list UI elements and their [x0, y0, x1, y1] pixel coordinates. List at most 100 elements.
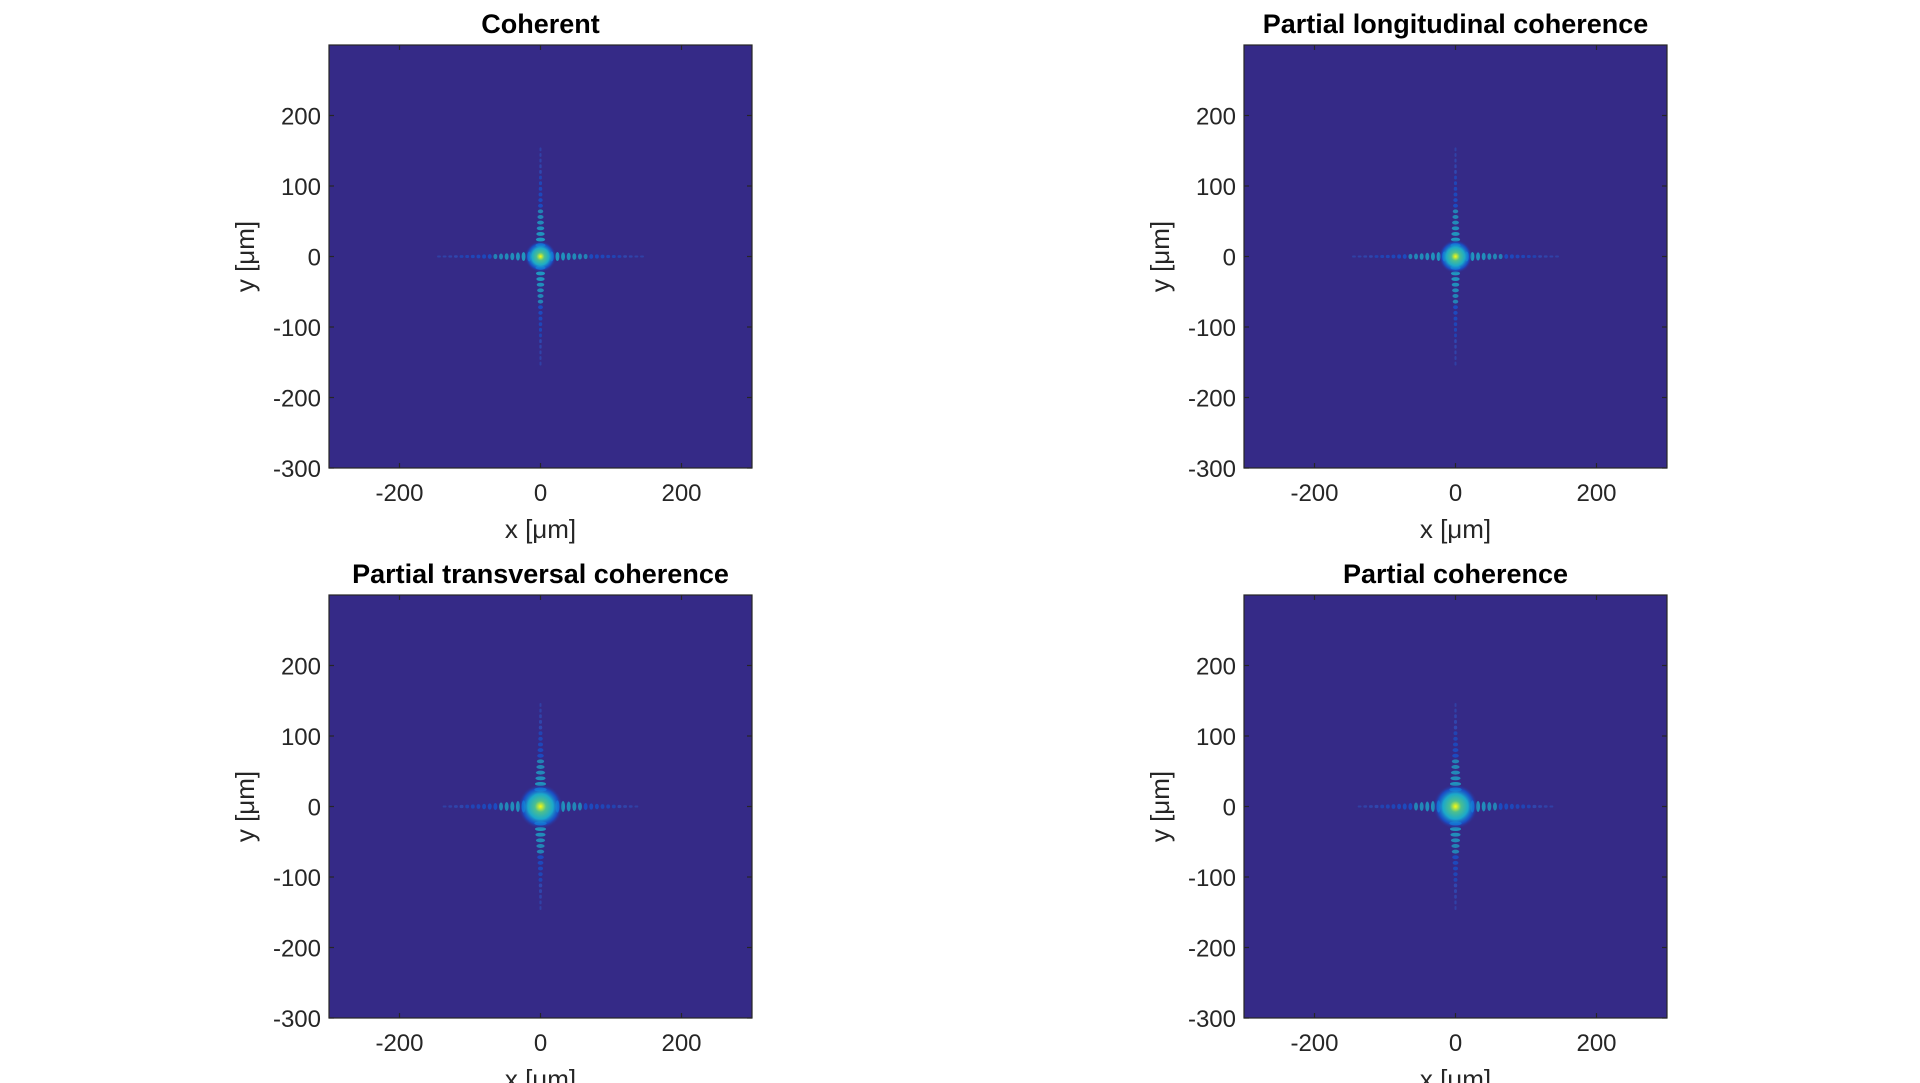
diffraction-lobe: [453, 805, 458, 808]
diffraction-lobe: [1402, 803, 1407, 810]
x-axis-label: x [μm]: [505, 514, 576, 544]
diffraction-lobe: [1453, 203, 1458, 208]
diffraction-lobe: [448, 255, 453, 258]
diffraction-lobe: [1454, 153, 1457, 157]
diffraction-lobe: [1452, 860, 1459, 865]
diffraction-lobe: [442, 255, 447, 258]
diffraction-lobe: [515, 252, 520, 261]
panel-coherent: -200 0 200 -300 -200 -100 0 100 200 Coherent x [μm…: [230, 9, 753, 544]
x-tick-label: 0: [534, 480, 547, 507]
y-tick-label: 0: [1223, 245, 1236, 272]
diffraction-lobe: [1451, 759, 1460, 764]
diffraction-lobe: [539, 350, 542, 355]
x-tick-label: 200: [1576, 1030, 1616, 1057]
diffraction-lobe: [1453, 327, 1458, 332]
diffraction-lobe: [1454, 361, 1457, 366]
diffraction-lobe: [1452, 753, 1459, 758]
diffraction-lobe: [476, 254, 481, 259]
diffraction-lobe: [634, 255, 639, 258]
diffraction-lobe: [1543, 255, 1548, 258]
diffraction-lobe: [600, 254, 605, 259]
diffraction-lobe: [1555, 255, 1559, 258]
diffraction-lobe: [538, 203, 543, 208]
diffraction-lobe: [1454, 333, 1457, 338]
diffraction-lobe: [1453, 725, 1458, 730]
diffraction-lobe: [538, 192, 543, 197]
diffraction-lobe: [476, 804, 481, 809]
diffraction-lobe: [539, 333, 542, 338]
diffraction-lobe: [1454, 158, 1457, 163]
diffraction-lobe: [1357, 255, 1362, 258]
panel-title: Partial coherence: [1343, 559, 1568, 589]
diffraction-lobe: [521, 251, 526, 262]
diffraction-lobe: [1515, 254, 1520, 259]
panel-partial-coherence: -200 0 200 -300 -200 -100 0 100 200 Partial coher…: [1145, 559, 1668, 1083]
diffraction-lobe: [538, 181, 543, 186]
diffraction-lobe: [538, 322, 543, 327]
diffraction-lobe: [1368, 255, 1373, 258]
diffraction-lobe: [1451, 765, 1460, 769]
diffraction-lobe: [1549, 255, 1554, 258]
panel-partial-longitudinal-coherence: -200 0 200 -300 -200 -100 0 100 200 Partial longi…: [1145, 9, 1668, 544]
diffraction-lobe: [537, 866, 544, 871]
diffraction-lobe: [487, 254, 492, 259]
y-tick-label: 0: [308, 795, 321, 822]
diffraction-lobe: [1453, 310, 1458, 315]
diffraction-lobe: [1451, 277, 1460, 282]
diffraction-lobe: [1454, 164, 1457, 169]
diffraction-lobe: [537, 299, 544, 304]
y-tick-label: -300: [1188, 1006, 1236, 1033]
diffraction-lobe: [1498, 253, 1503, 260]
diffraction-lobe: [1419, 802, 1424, 811]
diffraction-lobe: [561, 252, 566, 261]
x-tick-label: 200: [661, 480, 701, 507]
diffraction-lobe: [1453, 736, 1458, 741]
diffraction-lobe: [1454, 708, 1457, 713]
diffraction-lobe: [536, 282, 545, 287]
diffraction-lobe: [539, 164, 542, 169]
diffraction-lobe: [1454, 719, 1457, 724]
diffraction-lobe: [499, 802, 503, 811]
diffraction-lobe: [539, 889, 542, 894]
y-tick-label: 200: [281, 654, 321, 681]
diffraction-lobe: [606, 254, 611, 259]
diffraction-lobe: [623, 255, 628, 258]
y-tick-label: 200: [281, 104, 321, 131]
diffraction-lobe: [1454, 894, 1457, 899]
diffraction-lobe: [535, 271, 546, 276]
diffraction-lobe: [583, 253, 588, 260]
heatmap-intensity: [437, 147, 644, 366]
diffraction-lobe: [539, 169, 542, 174]
diffraction-lobe: [1452, 742, 1459, 747]
diffraction-lobe: [583, 802, 588, 811]
central-peak: [524, 240, 557, 273]
diffraction-lobe: [1452, 215, 1459, 219]
diffraction-lobe: [535, 838, 546, 843]
diffraction-lobe: [1454, 714, 1457, 719]
diffraction-lobe: [538, 186, 543, 191]
diffraction-lobe: [487, 803, 492, 810]
diffraction-lobe: [594, 803, 599, 810]
diffraction-lobe: [538, 725, 543, 730]
diffraction-lobe: [538, 198, 543, 203]
diffraction-lobe: [1451, 849, 1460, 854]
diffraction-lobe: [606, 804, 611, 809]
diffraction-lobe: [1509, 254, 1514, 259]
diffraction-lobe: [536, 765, 545, 769]
diffraction-lobe: [1452, 855, 1459, 860]
diffraction-lobe: [628, 255, 633, 258]
x-tick-label: -200: [1290, 480, 1338, 507]
y-tick-label: -200: [273, 936, 321, 963]
diffraction-lobe: [539, 158, 542, 163]
diffraction-lobe: [1402, 254, 1407, 259]
diffraction-lobe: [1493, 253, 1497, 260]
diffraction-lobe: [1452, 748, 1459, 753]
diffraction-lobe: [1452, 294, 1459, 298]
central-peak: [1432, 783, 1479, 830]
diffraction-lobe: [1454, 169, 1457, 174]
diffraction-lobe: [537, 748, 544, 753]
y-tick-label: 200: [1196, 104, 1236, 131]
y-tick-label: -300: [273, 456, 321, 483]
diffraction-lobe: [538, 736, 543, 741]
diffraction-lobe: [493, 802, 498, 811]
